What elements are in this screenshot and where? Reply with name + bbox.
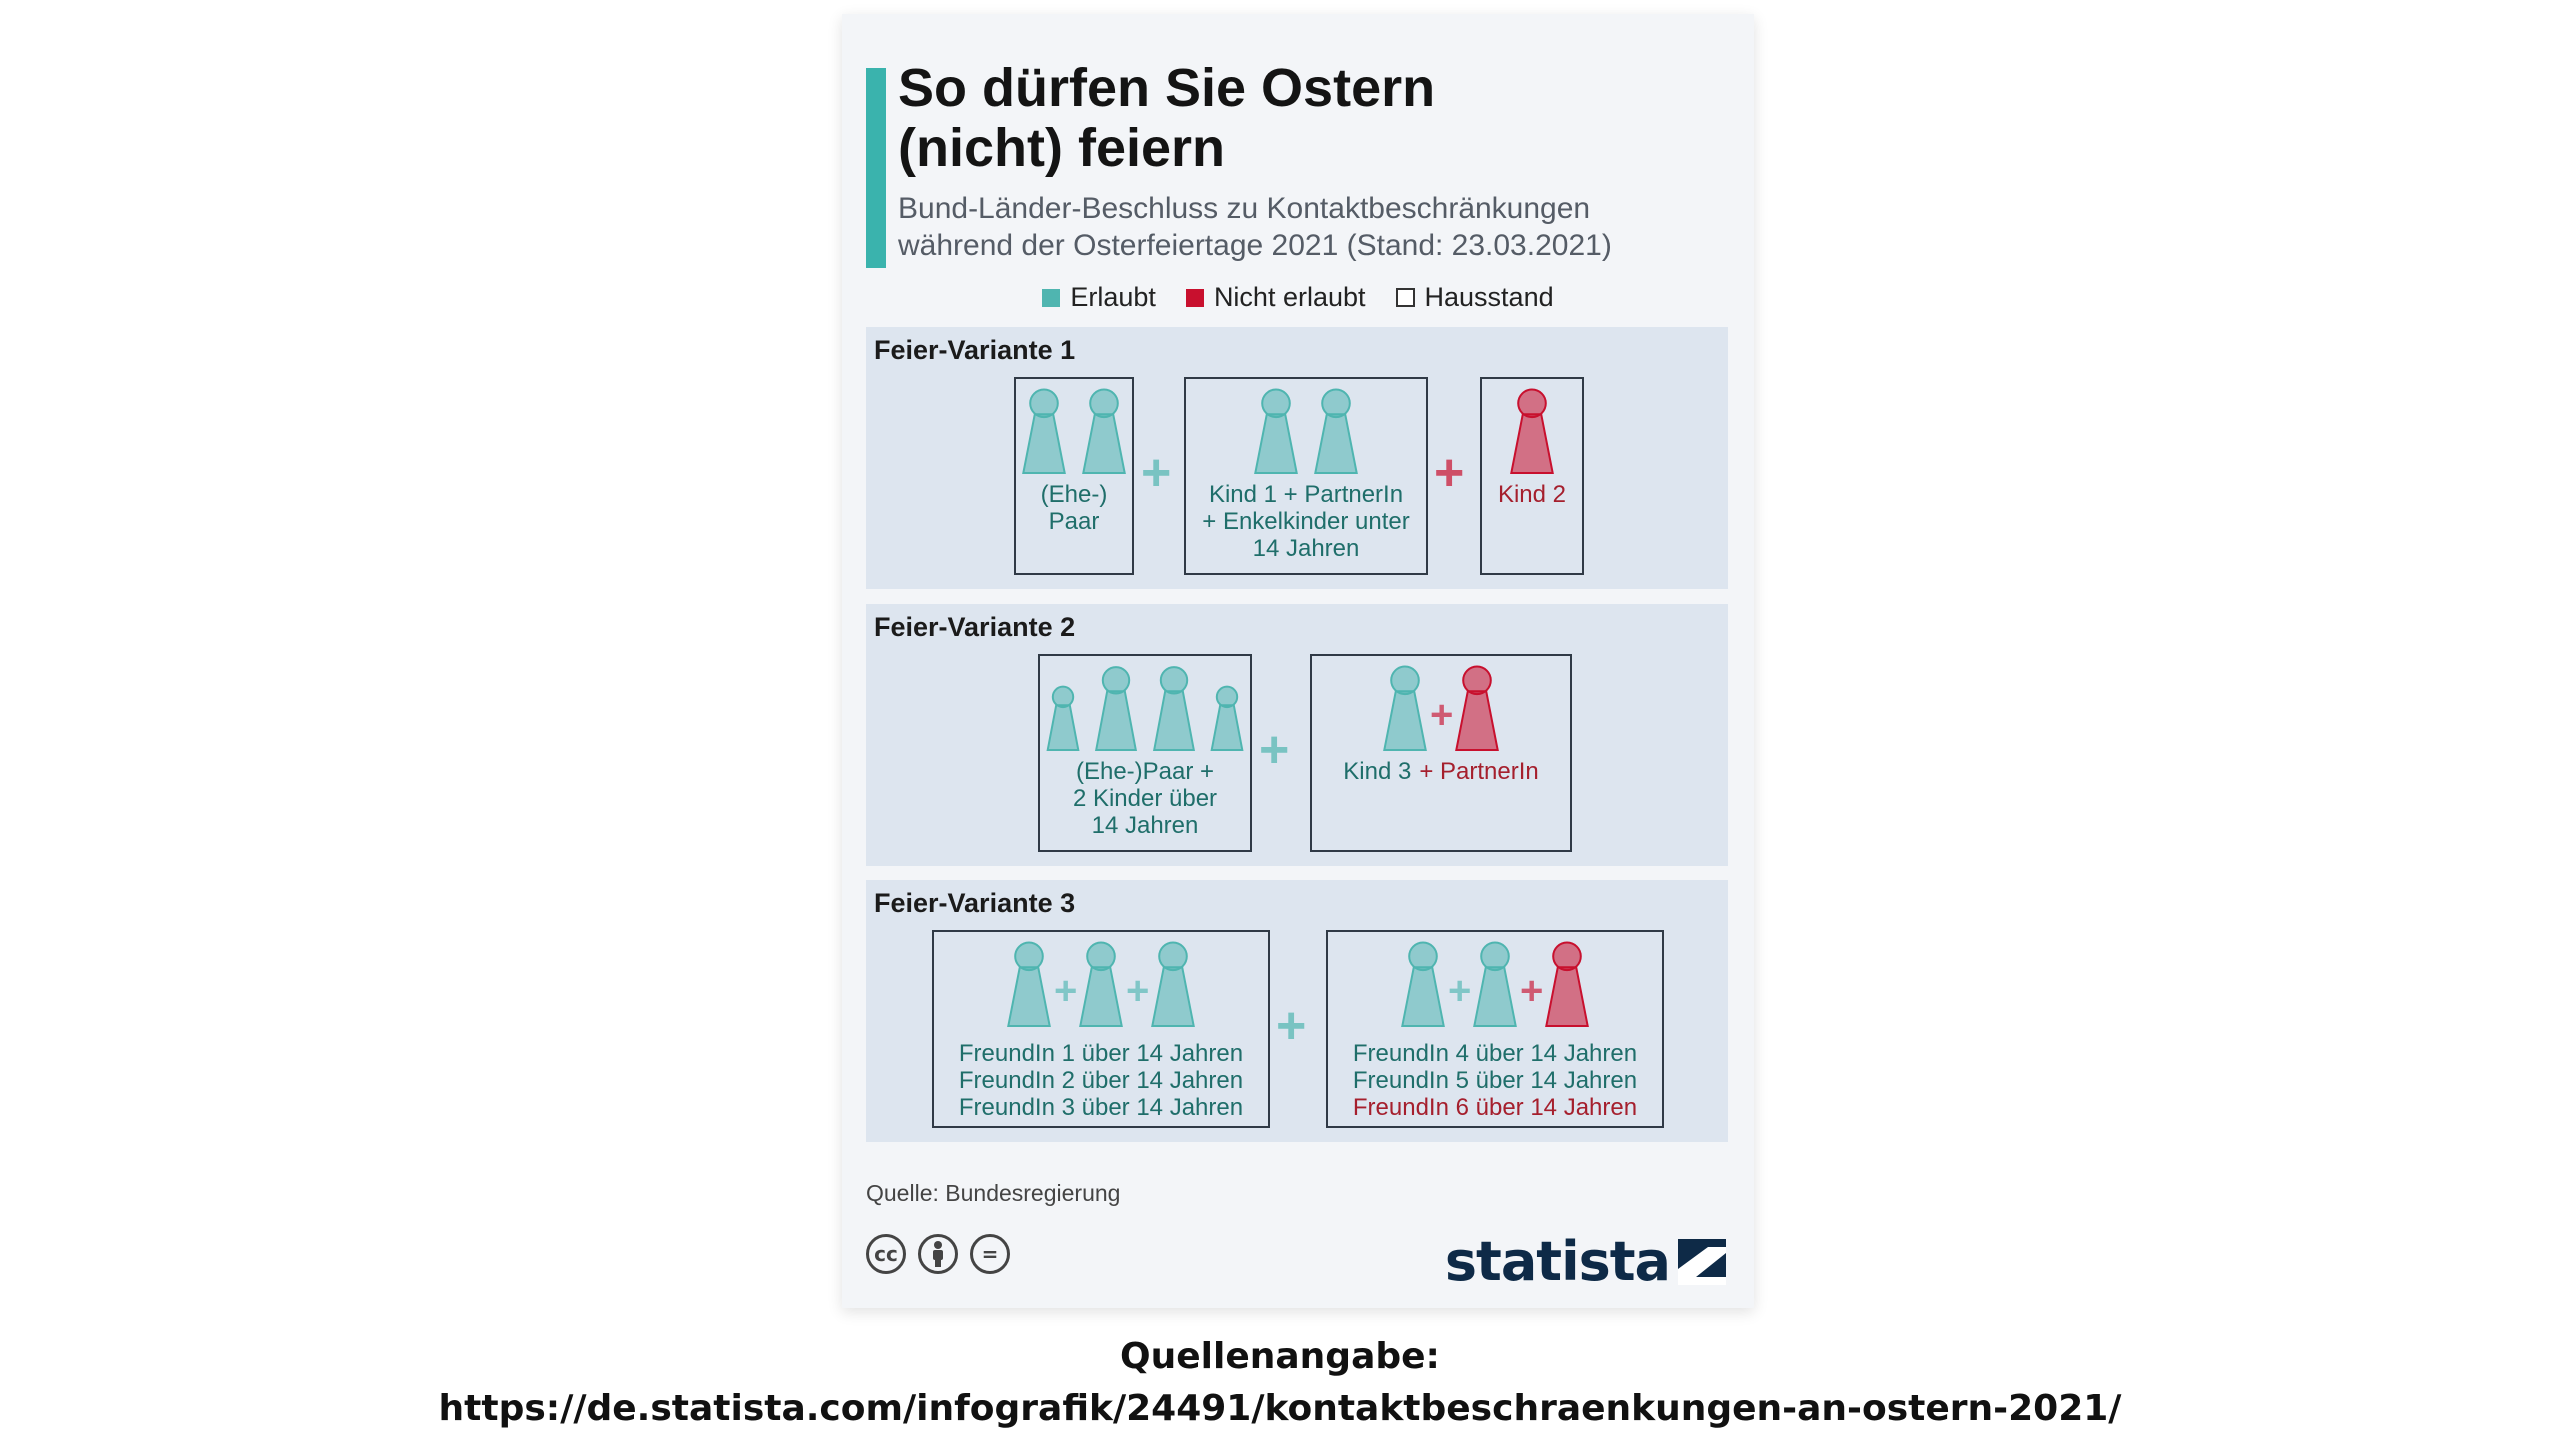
household-swatch	[1395, 288, 1415, 307]
reference-url[interactable]: https://de.statista.com/infografik/24491…	[438, 1388, 2122, 1429]
label-line: Kind 3	[1343, 758, 1412, 785]
join-plus-allowed-icon: +	[1141, 444, 1172, 502]
inline-plus-icon: +	[1448, 969, 1471, 1013]
household-box: + + FreundIn 4 über 14 Jahren FreundIn 5 üb…	[1326, 930, 1664, 1128]
person-allowed-icon	[1254, 388, 1298, 474]
person-allowed-icon	[1383, 665, 1427, 751]
person-allowed-icon	[1094, 666, 1138, 751]
household-label: Kind 3 + PartnerIn	[1312, 758, 1570, 785]
household-box: Kind 2	[1480, 377, 1584, 575]
legend-label: Nicht erlaubt	[1213, 282, 1366, 312]
title-line: (nicht) feiern	[898, 118, 1226, 178]
source-note: Quelle: Bundesregierung	[866, 1180, 1121, 1206]
title-line: So dürfen Sie Ostern	[898, 58, 1436, 118]
infographic-title: So dürfen Sie Ostern (nicht) feiern	[898, 58, 1435, 178]
inline-plus-icon: +	[1054, 969, 1077, 1013]
legend-item-allowed: Erlaubt	[1042, 282, 1156, 313]
legend-label: Erlaubt	[1070, 282, 1156, 312]
inline-plus-icon: +	[1520, 969, 1543, 1013]
household-label: (Ehe-)Paar +2 Kinder über 14 Jahren	[1040, 758, 1250, 839]
no-derivatives-icon[interactable]: =	[970, 1234, 1010, 1274]
figures-group: + +	[1007, 941, 1195, 1027]
variant-panel-3: Feier-Variante 3 + + FreundIn 1 über 14 Jah…	[866, 880, 1728, 1142]
label-line: + PartnerIn	[1419, 758, 1539, 785]
figures-group	[1022, 388, 1126, 474]
label-line: 14 Jahren	[1091, 812, 1199, 839]
label-line: 14 Jahren	[1252, 535, 1360, 562]
person-allowed-icon	[1082, 388, 1126, 474]
person-allowed-icon	[1152, 666, 1196, 751]
household-label: FreundIn 1 über 14 Jahren FreundIn 2 über…	[934, 1040, 1268, 1121]
statista-logo[interactable]: statista	[1445, 1230, 1726, 1293]
label-line: Kind 1 + PartnerIn	[1208, 481, 1404, 508]
reference-label: Quellenangabe:	[1120, 1336, 1440, 1377]
infographic-card: So dürfen Sie Ostern (nicht) feiern Bund…	[842, 14, 1754, 1308]
label-line: 2 Kinder über	[1072, 785, 1218, 812]
household-box: + + FreundIn 1 über 14 Jahren FreundIn 2 üb…	[932, 930, 1270, 1128]
legend-item-not-allowed: Nicht erlaubt	[1185, 282, 1366, 313]
household-label: FreundIn 4 über 14 Jahren FreundIn 5 über…	[1328, 1040, 1662, 1121]
person-allowed-icon	[1210, 685, 1244, 751]
label-line: FreundIn 3 über 14 Jahren	[958, 1094, 1244, 1121]
inline-plus-icon: +	[1126, 969, 1149, 1013]
person-allowed-icon	[1151, 941, 1195, 1027]
variant-title: Feier-Variante 2	[874, 612, 1076, 642]
household-box: (Ehe-)Paar +2 Kinder über 14 Jahren	[1038, 654, 1252, 852]
person-allowed-icon	[1314, 388, 1358, 474]
allowed-swatch	[1042, 288, 1061, 307]
infographic-subtitle: Bund-Länder-Beschluss zu Kontaktbeschrän…	[898, 190, 1612, 264]
household-label: Kind 1 + PartnerIn + Enkelkinder unter 14 …	[1186, 481, 1426, 562]
label-line: FreundIn 4 über 14 Jahren	[1352, 1040, 1638, 1067]
label-line: + Enkelkinder unter	[1202, 508, 1410, 535]
figures-group	[1510, 388, 1554, 474]
subtitle-line: Bund-Länder-Beschluss zu Kontaktbeschrän…	[898, 192, 1591, 225]
attribution-person-icon[interactable]	[918, 1234, 958, 1274]
person-not-allowed-icon	[1510, 388, 1554, 474]
household-label: Kind 2	[1482, 481, 1582, 508]
label-line: FreundIn 5 über 14 Jahren	[1352, 1067, 1638, 1094]
person-allowed-icon	[1046, 685, 1080, 751]
legend-label: Hausstand	[1424, 282, 1554, 312]
label-line: FreundIn 6 über 14 Jahren	[1352, 1094, 1638, 1121]
figures-group	[1046, 666, 1244, 751]
statista-logo-icon	[1678, 1238, 1726, 1285]
not-allowed-swatch	[1185, 288, 1204, 307]
variant-title: Feier-Variante 3	[874, 888, 1076, 918]
figures-group: + +	[1401, 941, 1589, 1027]
person-allowed-icon	[1401, 941, 1445, 1027]
person-allowed-icon	[1473, 941, 1517, 1027]
legend: Erlaubt Nicht erlaubt Hausstand	[842, 282, 1754, 313]
label-line: FreundIn 1 über 14 Jahren	[958, 1040, 1244, 1067]
household-label: (Ehe-) Paar	[1016, 481, 1132, 535]
legend-item-household: Hausstand	[1395, 282, 1554, 313]
label-line: Paar	[1048, 508, 1100, 535]
title-accent-bar	[866, 68, 886, 268]
variant-panel-1: Feier-Variante 1 (Ehe-) Paar Kind 1 + Partn…	[866, 327, 1728, 589]
label-line: FreundIn 2 über 14 Jahren	[958, 1067, 1244, 1094]
variant-panel-2: Feier-Variante 2 (Ehe-)Paar +2 Kinder übe…	[866, 604, 1728, 866]
household-box: (Ehe-) Paar	[1014, 377, 1134, 575]
variant-title: Feier-Variante 1	[874, 335, 1076, 365]
household-box: + Kind 3 + PartnerIn	[1310, 654, 1572, 852]
label-line: Kind 2	[1497, 481, 1567, 508]
person-allowed-icon	[1079, 941, 1123, 1027]
label-line: (Ehe-)Paar +	[1075, 758, 1215, 785]
person-not-allowed-icon	[1545, 941, 1589, 1027]
household-box: Kind 1 + PartnerIn + Enkelkinder unter 14 …	[1184, 377, 1428, 575]
license-icons: cc =	[866, 1234, 1010, 1274]
join-plus-allowed-icon: +	[1276, 997, 1307, 1055]
figures-group: +	[1383, 665, 1499, 751]
join-plus-allowed-icon: +	[1259, 721, 1290, 779]
subtitle-line: während der Osterfeiertage 2021 (Stand: …	[898, 229, 1612, 262]
inline-plus-icon: +	[1430, 693, 1453, 737]
creative-commons-icon[interactable]: cc	[866, 1234, 906, 1274]
join-plus-not-allowed-icon: +	[1434, 444, 1465, 502]
brand-name: statista	[1444, 1230, 1671, 1293]
person-not-allowed-icon	[1455, 665, 1499, 751]
person-allowed-icon	[1022, 388, 1066, 474]
label-line: (Ehe-)	[1040, 481, 1108, 508]
figures-group	[1254, 388, 1358, 474]
person-allowed-icon	[1007, 941, 1051, 1027]
